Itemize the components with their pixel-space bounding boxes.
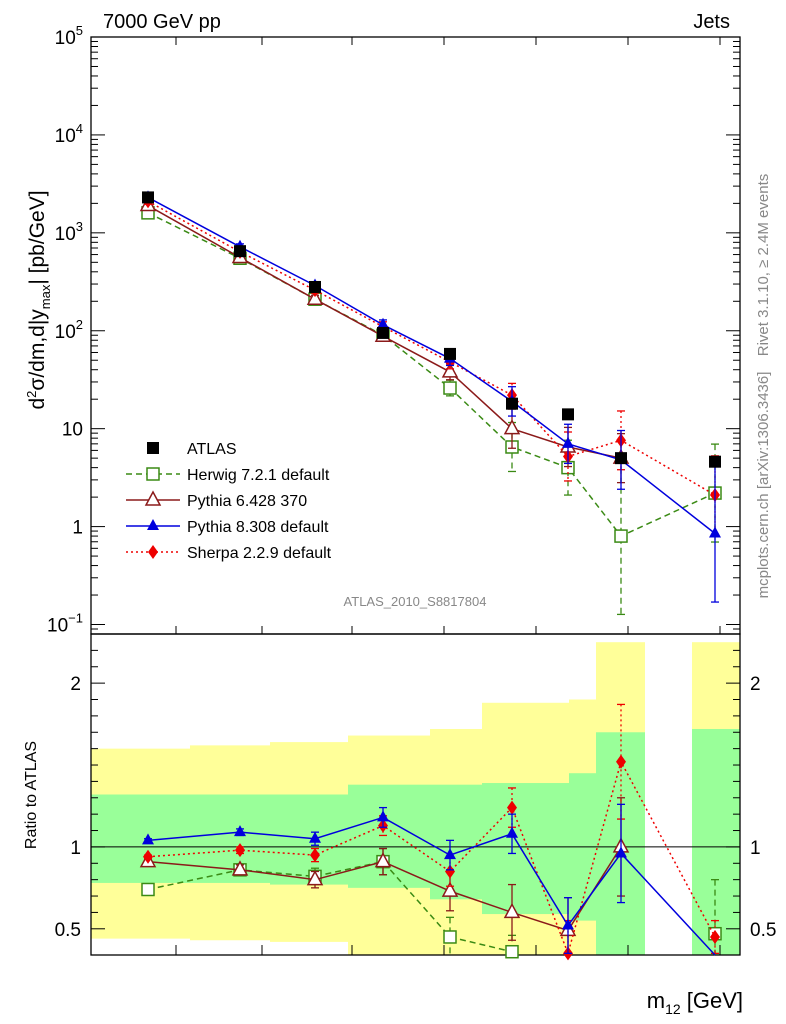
point-pythia6 (441, 881, 459, 897)
legend: ATLAS Herwig 7.2.1 default Pythia 6.428 37… (126, 441, 332, 562)
series-atlas (142, 191, 721, 468)
point-pythia8 (444, 848, 456, 860)
legend-item-atlas: ATLAS (147, 441, 237, 458)
series-pythia8 (142, 803, 716, 956)
legend-item-pythia8: Pythia 8.308 default (126, 519, 329, 536)
point-atlas (309, 280, 321, 293)
legend-item-herwig: Herwig 7.2.1 default (126, 467, 330, 484)
point-pythia8 (377, 810, 389, 822)
point-sherpa (710, 929, 720, 944)
ratio-y-tick-label-right: 0.5 (750, 920, 776, 941)
series-line-sherpa (147, 759, 716, 956)
rivet-label: Rivet 3.1.10, ≥ 2.4M events (755, 174, 772, 357)
point-sherpa (445, 864, 455, 879)
ratio-y-tick-label: 0.5 (55, 920, 81, 941)
header-left: 7000 GeV pp (103, 11, 221, 33)
point-sherpa (235, 843, 245, 858)
ratio-uncertainty-bands (91, 642, 740, 955)
inner-band-bin (91, 794, 190, 883)
point-herwig (614, 529, 628, 543)
point-pythia8 (142, 833, 154, 845)
y-tick-label: 103 (55, 219, 83, 245)
point-atlas (444, 347, 456, 360)
point-sherpa (616, 754, 626, 769)
legend-marker (147, 442, 159, 454)
svg-text:d2σ/dm,d|ymax| [pb/GeV]: d2σ/dm,d|ymax| [pb/GeV] (24, 190, 53, 409)
point-pythia8 (377, 317, 389, 329)
inner-band-bin (430, 784, 482, 900)
point-pythia6 (503, 902, 521, 919)
series-pythia6 (139, 195, 630, 484)
y-tick-label: 102 (55, 317, 83, 343)
point-sherpa (143, 849, 153, 864)
point-pythia6 (306, 870, 324, 886)
inner-band-bin (692, 728, 740, 955)
point-pythia6 (231, 860, 249, 876)
legend-item-sherpa: Sherpa 2.2.9 default (126, 545, 332, 562)
point-herwig (443, 381, 457, 395)
ratio-panel-series (139, 703, 722, 961)
point-pythia8 (234, 825, 246, 837)
inner-band-bin (270, 794, 348, 885)
point-pythia8 (615, 846, 627, 858)
analysis-id: ATLAS_2010_S8817804 (344, 594, 487, 609)
legend-marker (146, 467, 160, 481)
y-tick-label: 104 (55, 121, 83, 147)
point-herwig (141, 882, 155, 897)
legend-label: Pythia 8.308 default (187, 519, 329, 536)
point-atlas (562, 408, 574, 421)
point-pythia8 (709, 526, 721, 538)
series-line-pythia6 (147, 204, 622, 459)
point-atlas (234, 245, 246, 258)
ratio-panel-axes: 0.5 0.5 1 1 2 2 (55, 633, 776, 956)
ratio-y-tick-label-right: 2 (750, 674, 761, 695)
mcplots-label: mcplots.cern.ch [arXiv:1306.3436] (755, 372, 772, 599)
point-atlas (142, 191, 154, 204)
ratio-y-tick-label: 1 (70, 838, 81, 859)
legend-label: Herwig 7.2.1 default (187, 467, 330, 484)
main-panel-axes: 10−1 1 10 102 103 104 105 (47, 23, 741, 637)
y-tick-label: 105 (55, 23, 83, 49)
series-pythia8 (142, 190, 721, 603)
legend-item-pythia6: Pythia 6.428 370 (126, 490, 307, 510)
legend-marker (147, 519, 159, 530)
point-herwig (443, 930, 457, 944)
main-y-axis-label: d2σ/dm,d|ymax| [pb/GeV] (24, 190, 53, 409)
legend-label: ATLAS (187, 441, 237, 458)
y-tick-label: 10−1 (47, 611, 83, 637)
main-panel-series (139, 190, 722, 616)
ratio-frame (90, 633, 741, 956)
point-atlas (709, 455, 721, 468)
point-pythia6 (503, 419, 521, 435)
y-tick-label: 1 (72, 518, 83, 539)
point-pythia6 (306, 289, 324, 305)
ratio-y-tick-label: 2 (70, 674, 81, 695)
point-sherpa (507, 800, 517, 815)
legend-marker (144, 490, 162, 506)
point-atlas (615, 452, 627, 465)
point-pythia8 (562, 436, 574, 448)
legend-label: Sherpa 2.2.9 default (187, 545, 332, 562)
ratio-y-tick-label-right: 1 (750, 838, 761, 859)
point-herwig (505, 944, 519, 959)
inner-band-bin (482, 783, 569, 915)
header-right: Jets (693, 11, 730, 33)
point-pythia8 (309, 831, 321, 843)
point-pythia8 (506, 826, 518, 838)
point-atlas (506, 397, 518, 410)
point-pythia6 (441, 362, 459, 378)
point-sherpa (310, 848, 320, 863)
x-axis-label: m12 [GeV] (647, 988, 743, 1017)
y-tick-label: 10 (62, 420, 83, 441)
ratio-y-axis-label: Ratio to ATLAS (23, 741, 40, 849)
point-pythia8 (562, 918, 574, 930)
point-atlas (377, 326, 389, 339)
legend-marker (148, 545, 158, 559)
legend-label: Pythia 6.428 370 (187, 493, 307, 510)
svg-text:m12 [GeV]: m12 [GeV] (647, 988, 743, 1017)
point-pythia6 (374, 852, 392, 868)
